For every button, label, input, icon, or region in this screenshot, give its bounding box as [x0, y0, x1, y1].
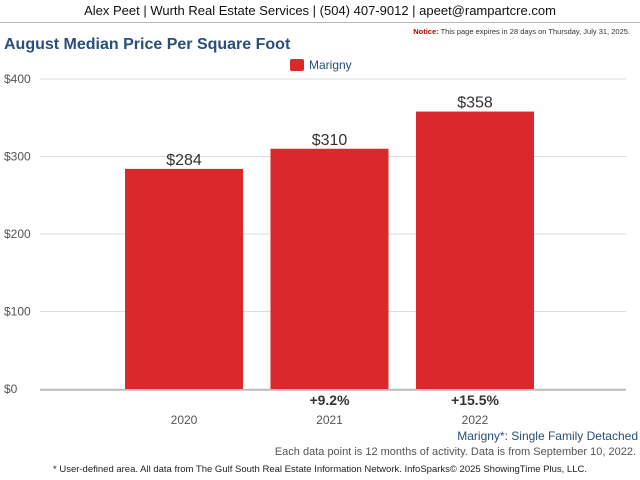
contact-text: Alex Peet | Wurth Real Estate Services |…: [84, 3, 556, 18]
chart-subtitle: Marigny*: Single Family Detached: [457, 429, 638, 443]
footer-disclaimer: * User-defined area. All data from The G…: [53, 464, 587, 475]
chart-legend[interactable]: Marigny: [290, 58, 352, 72]
data-label: $358: [457, 95, 493, 112]
bar: [416, 111, 534, 390]
y-tick-label: $300: [4, 150, 31, 164]
chart-title: August Median Price Per Square Foot: [4, 36, 291, 53]
bar: [270, 148, 389, 389]
bar: [125, 168, 243, 389]
y-tick-label: $200: [4, 227, 31, 241]
legend-swatch: [290, 59, 304, 71]
y-tick-label: $0: [4, 382, 18, 396]
legend-label: Marigny: [309, 58, 352, 72]
contact-header: Alex Peet | Wurth Real Estate Services |…: [0, 0, 640, 23]
expiry-notice: Notice: This page expires in 28 days on …: [413, 27, 630, 36]
y-tick-label: $100: [4, 305, 31, 319]
data-label: $310: [312, 132, 348, 149]
data-label: $284: [166, 152, 202, 169]
notice-text: This page expires in 28 days on Thursday…: [440, 27, 630, 36]
x-tick-label: 2021: [316, 413, 343, 427]
change-label: +15.5%: [451, 392, 499, 408]
change-label: +9.2%: [309, 392, 350, 408]
data-note: Each data point is 12 months of activity…: [274, 446, 636, 458]
x-tick-label: 2022: [462, 413, 489, 427]
x-tick-label: 2020: [171, 413, 198, 427]
notice-label: Notice:: [413, 27, 439, 36]
y-tick-label: $400: [4, 72, 31, 86]
